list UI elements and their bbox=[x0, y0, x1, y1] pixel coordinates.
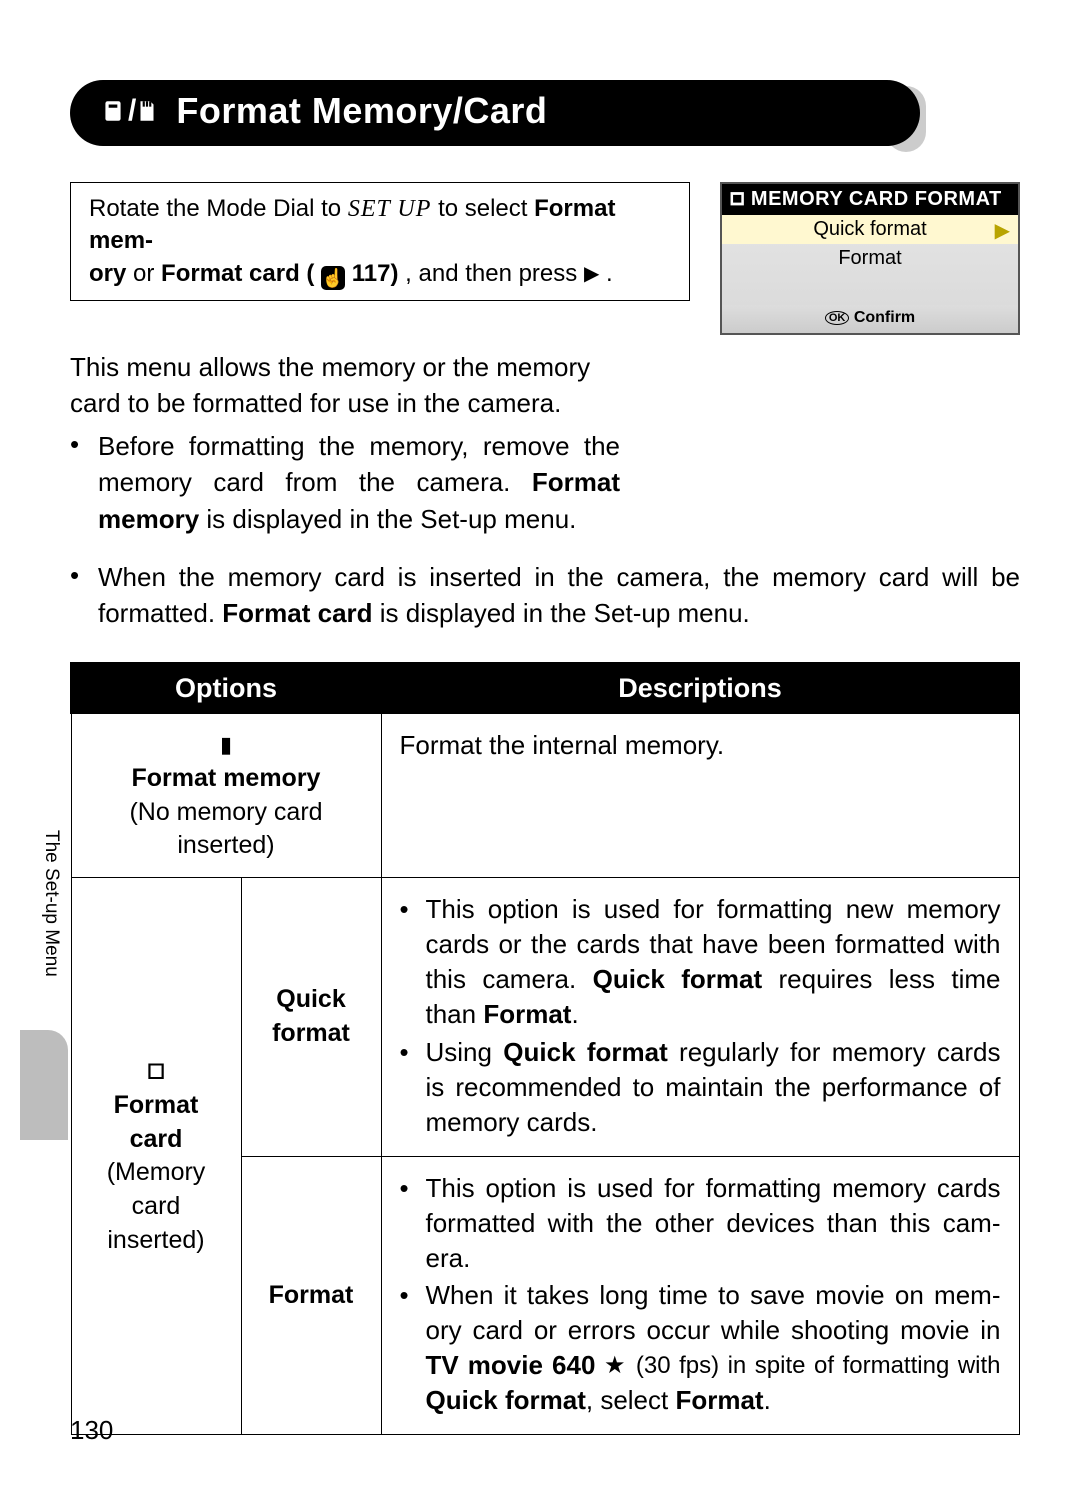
memory-card-icons: / bbox=[100, 94, 160, 128]
text: or bbox=[133, 260, 161, 287]
page-number: 130 bbox=[70, 1415, 113, 1446]
bullet-item: When the memory card is inserted in the … bbox=[70, 559, 1020, 632]
table-header-row: Options Descriptions bbox=[71, 663, 1019, 713]
text: , and then press bbox=[405, 260, 584, 287]
text: (No memory card inserted) bbox=[129, 798, 322, 860]
option-format-card: 🞑 Format card (Memory card inserted) bbox=[71, 878, 241, 1435]
text: Using bbox=[426, 1037, 504, 1067]
text-bold: ory bbox=[89, 260, 126, 287]
lcd-header: 🞑 MEMORY CARD FORMAT bbox=[722, 184, 1018, 215]
text: is displayed in the Set-up menu. bbox=[373, 598, 750, 628]
table-row: 🞑 Format card (Memory card inserted) Qui… bbox=[71, 878, 1019, 1157]
text-bold: Quick format bbox=[503, 1037, 667, 1067]
cell-description: This option is used for formatting memor… bbox=[381, 1156, 1019, 1435]
text-bold: Format card ( bbox=[161, 260, 314, 287]
page-ref-icon: ☝ bbox=[321, 266, 345, 290]
side-tab-shape bbox=[20, 1030, 68, 1140]
bullet-item: Before formatting the memory, remove the… bbox=[70, 428, 620, 537]
right-arrow-icon: ▶ bbox=[995, 218, 1010, 243]
text: Format the internal memory. bbox=[400, 730, 725, 760]
memory-card-icon: 🞑 bbox=[147, 1057, 165, 1087]
text: . bbox=[606, 260, 613, 287]
desc-bullet: Using Quick format regularly for memory … bbox=[400, 1035, 1001, 1140]
col-options: Options bbox=[71, 663, 381, 713]
lcd-option-label: Format bbox=[838, 247, 901, 269]
side-tab: The Set-up Menu bbox=[20, 830, 80, 1090]
desc-bullet: This option is used for formatting new m… bbox=[400, 892, 1001, 1032]
ok-icon: OK bbox=[825, 311, 850, 325]
table-row: ▮ Format memory (No memory card inserted… bbox=[71, 713, 1019, 878]
card-icon: 🞑 bbox=[730, 189, 745, 210]
text: . bbox=[764, 1385, 771, 1415]
desc-bullet: When it takes long time to save movie on… bbox=[400, 1278, 1001, 1418]
cell-description: This option is used for formatting new m… bbox=[381, 878, 1019, 1157]
lcd-body: Quick format ▶ Format bbox=[722, 215, 1018, 305]
text: is displayed in the Set-up menu. bbox=[199, 504, 576, 534]
instruction-row: Rotate the Mode Dial to SET UP to select… bbox=[70, 182, 1020, 335]
text: (Memory card inserted) bbox=[107, 1158, 206, 1254]
text: , select bbox=[586, 1385, 676, 1415]
text-bold: Quick format bbox=[593, 964, 763, 994]
text: ★ (30 fps) in spite of formatting with bbox=[595, 1352, 1000, 1379]
text: This option is used for formatting memor… bbox=[426, 1173, 1001, 1273]
section-title-bar: / Format Memory/Card bbox=[70, 80, 920, 146]
text-bold: Format memory bbox=[132, 764, 321, 792]
instruction-box: Rotate the Mode Dial to SET UP to select… bbox=[70, 182, 690, 301]
section-title: Format Memory/Card bbox=[176, 90, 547, 132]
lcd-confirm-label: Confirm bbox=[854, 309, 915, 326]
camera-lcd-preview: 🞑 MEMORY CARD FORMAT Quick format ▶ Form… bbox=[720, 182, 1020, 335]
intro-row: This menu allows the memory or the memor… bbox=[70, 349, 1020, 541]
text-bold: TV movie 640 bbox=[426, 1350, 596, 1380]
text: When it takes long time to save movie on… bbox=[426, 1280, 1001, 1345]
text-bold: Format card bbox=[222, 598, 372, 628]
intro-col: This menu allows the memory or the memor… bbox=[70, 349, 620, 541]
lcd-option-label: Quick format bbox=[813, 218, 926, 240]
text-bold: Format bbox=[675, 1385, 763, 1415]
right-arrow-icon: ▶ bbox=[584, 263, 599, 285]
text: . bbox=[571, 999, 578, 1029]
intro-text: This menu allows the memory or the memor… bbox=[70, 349, 620, 422]
sub-option-format: Format bbox=[241, 1156, 381, 1435]
setup-label: SET UP bbox=[348, 196, 432, 222]
text-bold: Format card bbox=[114, 1091, 199, 1153]
options-table: Options Descriptions ▮ Format memory (No… bbox=[70, 662, 1020, 1436]
cell-description: Format the internal memory. bbox=[381, 713, 1019, 878]
option-format-memory: ▮ Format memory (No memory card inserted… bbox=[71, 713, 381, 878]
text-bold: Quick format bbox=[426, 1385, 586, 1415]
lcd-title: MEMORY CARD FORMAT bbox=[751, 188, 1002, 211]
text: Rotate the Mode Dial to bbox=[89, 195, 348, 222]
text-bold: Format bbox=[483, 999, 571, 1029]
side-tab-label: The Set-up Menu bbox=[40, 830, 62, 977]
internal-memory-icon: ▮ bbox=[220, 730, 232, 760]
col-descriptions: Descriptions bbox=[381, 663, 1019, 713]
text-bold: 117) bbox=[352, 260, 399, 287]
sub-option-quick-format: Quick format bbox=[241, 878, 381, 1157]
lcd-option-quick-format: Quick format ▶ bbox=[722, 215, 1018, 244]
lcd-footer: OK Confirm bbox=[722, 305, 1018, 333]
desc-bullet: This option is used for formatting memor… bbox=[400, 1171, 1001, 1276]
text: to select bbox=[438, 195, 534, 222]
lcd-option-format: Format bbox=[722, 244, 1018, 273]
